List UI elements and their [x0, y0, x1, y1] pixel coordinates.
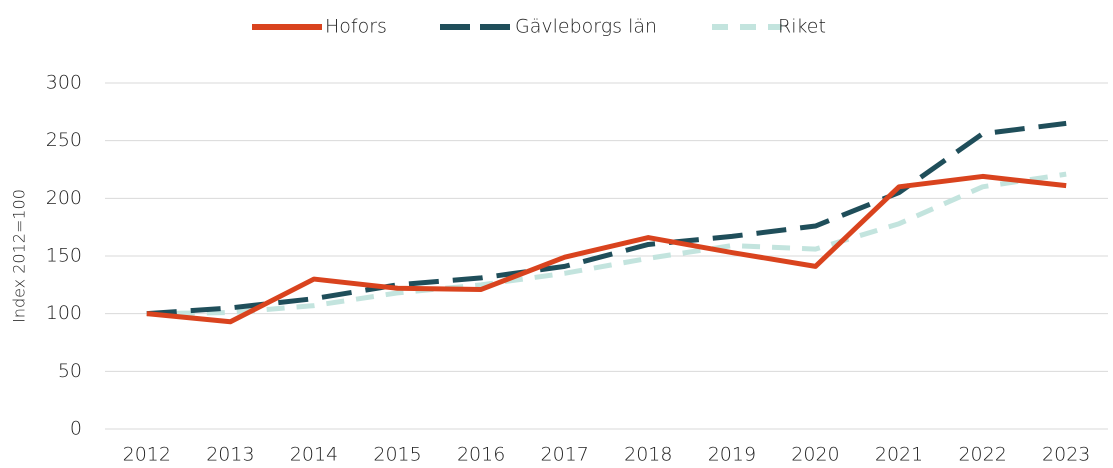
- y-tick-label: 0: [70, 418, 82, 440]
- y-tick-label: 200: [46, 187, 82, 209]
- y-tick-label: 150: [46, 245, 82, 267]
- x-tick-label: 2018: [624, 444, 672, 466]
- legend-label: Gävleborgs län: [515, 16, 657, 38]
- y-tick-label: 300: [46, 72, 82, 94]
- y-axis-label: Index 2012=100: [10, 189, 29, 323]
- x-tick-label: 2020: [791, 444, 839, 466]
- x-tick-label: 2021: [875, 444, 923, 466]
- x-tick-label: 2015: [373, 444, 421, 466]
- x-tick-label: 2017: [541, 444, 589, 466]
- y-tick-label: 250: [46, 129, 82, 151]
- y-tick-label: 100: [46, 302, 82, 324]
- data-line: [146, 173, 1067, 325]
- x-tick-label: 2013: [206, 444, 254, 466]
- data-line: [146, 120, 1067, 317]
- legend-label: Riket: [778, 16, 826, 38]
- x-tick-label: 2019: [708, 444, 756, 466]
- x-tick-label: 2014: [290, 444, 338, 466]
- x-tick-label: 2012: [123, 444, 171, 466]
- legend-label: Hofors: [325, 16, 387, 38]
- data-line: [146, 171, 1067, 317]
- y-tick-label: 50: [58, 360, 82, 382]
- x-tick-label: 2016: [457, 444, 505, 466]
- x-tick-label: 2023: [1042, 444, 1090, 466]
- x-tick-label: 2022: [958, 444, 1006, 466]
